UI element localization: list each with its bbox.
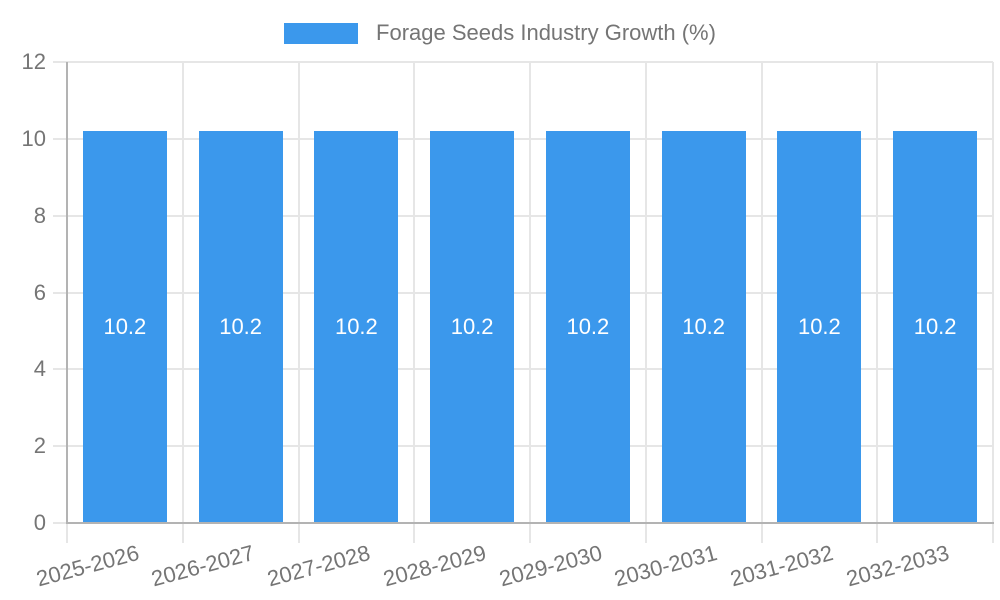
x-gridline: [760, 62, 763, 543]
x-axis-tick-label: 2025-2026: [33, 540, 142, 592]
bar-value-label: 10.2: [219, 314, 263, 340]
y-axis-tick-label: 4: [33, 356, 46, 382]
y-gridline: [53, 214, 993, 217]
bar[interactable]: [314, 131, 399, 523]
bar[interactable]: [661, 131, 746, 523]
y-gridline: [53, 445, 993, 448]
y-gridline: [53, 522, 67, 524]
y-gridline: [53, 368, 993, 371]
x-gridline: [181, 62, 184, 543]
y-axis-tick-label: 10: [21, 125, 46, 151]
x-gridline: [529, 62, 531, 543]
x-axis-tick-label: 2029-2030: [496, 540, 605, 592]
x-gridline: [644, 62, 647, 543]
bar[interactable]: [777, 131, 862, 523]
y-gridline: [53, 61, 993, 63]
x-gridline: [876, 62, 879, 543]
legend-swatch[interactable]: [284, 22, 359, 44]
y-axis-tick-label: 12: [21, 49, 46, 74]
x-gridline: [297, 62, 300, 543]
chart-legend[interactable]: Forage Seeds Industry Growth (%): [0, 21, 1000, 45]
x-axis-tick-label: 2031-2032: [727, 540, 836, 592]
y-axis-tick-label: 6: [33, 279, 46, 305]
y-gridline: [53, 291, 993, 294]
bar-value-label: 10.2: [913, 314, 957, 340]
bar[interactable]: [893, 131, 978, 523]
bar[interactable]: [545, 131, 630, 523]
x-gridline: [413, 62, 416, 543]
x-axis-tick-label: 2028-2029: [380, 540, 489, 592]
y-axis-tick-label: 2: [33, 433, 46, 459]
x-axis-tick-label: 2032-2033: [843, 540, 952, 592]
x-axis-tick-label: 2026-2027: [148, 540, 258, 592]
legend-label: Forage Seeds Industry Growth (%): [376, 20, 716, 45]
x-axis-line: [66, 522, 994, 524]
y-axis-line: [66, 62, 68, 523]
bar-value-label: 10.2: [797, 314, 841, 340]
bar-value-label: 10.2: [334, 314, 378, 340]
x-axis-tick-label: 2030-2031: [611, 540, 721, 592]
bar-value-label: 10.2: [566, 314, 610, 340]
x-gridline: [992, 62, 994, 543]
bar-value-label: 10.2: [103, 314, 147, 340]
bar-value-label: 10.2: [682, 314, 726, 340]
y-gridline: [53, 137, 993, 140]
bar-value-label: 10.2: [450, 314, 494, 340]
y-axis-tick-label: 8: [33, 202, 46, 228]
bar[interactable]: [82, 131, 167, 523]
bar[interactable]: [198, 131, 283, 523]
y-axis-tick-label: 0: [33, 510, 46, 535]
bar[interactable]: [430, 131, 515, 523]
x-axis-tick-label: 2027-2028: [264, 540, 373, 592]
